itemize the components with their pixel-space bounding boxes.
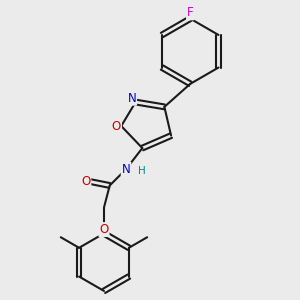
Text: O: O xyxy=(112,119,121,133)
Text: N: N xyxy=(128,92,136,105)
Text: H: H xyxy=(139,166,146,176)
Text: O: O xyxy=(81,175,90,188)
Text: O: O xyxy=(99,223,109,236)
Text: N: N xyxy=(122,163,130,176)
Text: F: F xyxy=(187,6,194,20)
